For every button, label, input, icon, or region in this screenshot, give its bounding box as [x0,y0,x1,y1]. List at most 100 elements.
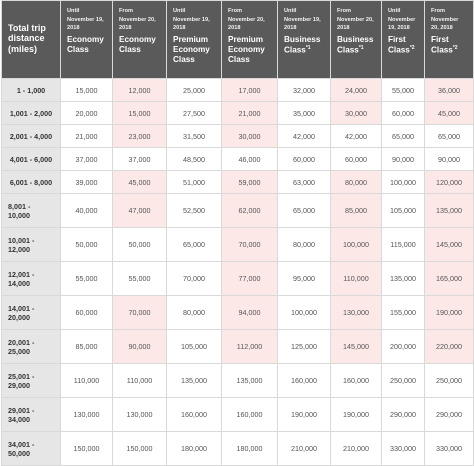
miles-cell: 45,000 [424,101,474,125]
miles-cell: 180,000 [221,431,278,466]
header-date-line: November 20, [119,16,156,23]
header-date-line: From [431,8,445,14]
miles-cell: 120,000 [424,170,474,194]
table-row: 1,001 - 2,000 20,000 15,000 27,500 21,000 35,… [1,101,474,125]
miles-cell: 52,500 [166,193,222,228]
miles-cell: 50,000 [112,227,167,262]
header-class-line: Economy [67,34,104,44]
distance-range-cell: 1,001 - 2,000 [1,101,61,125]
header-class-name: Economy Class [67,35,108,55]
distance-range-cell: 2,001 - 4,000 [1,124,61,148]
table-row: 14,001 -20,000 60,000 70,000 80,000 94,000 10… [1,295,474,330]
miles-cell: 37,000 [112,147,167,171]
miles-cell: 31,500 [166,124,222,148]
miles-cell: 23,000 [112,124,167,148]
miles-cell: 105,000 [166,329,222,364]
header-class-name: First Class*2 [431,35,469,55]
distance-range-line: 25,000 [8,346,30,356]
miles-cell: 42,000 [277,124,331,148]
header-date-line: November 19, [173,16,210,23]
header-column: Until November 19, 2018 Premium Economy Class [166,0,222,79]
distance-range-cell: 8,001 -10,000 [1,193,61,228]
table-row: 12,001 -14,000 55,000 55,000 70,000 77,000 95… [1,261,474,296]
header-column: Until November 19, 2018 Business Class*1 [277,0,331,79]
miles-cell: 290,000 [381,397,425,432]
miles-cell: 135,000 [221,363,278,398]
miles-cell: 100,000 [330,227,382,262]
header-class-line: Business [337,34,374,44]
miles-cell: 130,000 [330,295,382,330]
distance-range-cell: 10,001 -12,000 [1,227,61,262]
miles-cell: 110,000 [60,363,113,398]
miles-cell: 145,000 [424,227,474,262]
miles-cell: 112,000 [221,329,278,364]
header-class-line: First [431,34,449,44]
header-class-name: First Class*2 [388,35,420,55]
header-footnote-marker: *1 [305,44,311,51]
distance-range-line: 25,001 - [8,371,35,381]
table-body: 1 - 1,000 15,000 12,000 25,000 17,000 32,000 2… [1,78,474,466]
table-row: 25,001 -29,000 110,000 110,000 135,000 135,0… [1,363,474,398]
miles-cell: 12,000 [112,78,167,102]
header-date-line: November 19, [67,16,104,23]
miles-cell: 70,000 [166,261,222,296]
distance-range-line: 14,000 [8,278,30,288]
miles-cell: 20,000 [60,101,113,125]
header-date-line: From [119,8,133,14]
miles-cell: 210,000 [277,431,331,466]
miles-cell: 150,000 [60,431,113,466]
miles-cell: 17,000 [221,78,278,102]
header-class-line: Economy [228,44,265,54]
miles-cell: 160,000 [221,397,278,432]
header-class-name: Business Class*1 [337,35,377,55]
miles-cell: 330,000 [381,431,425,466]
miles-cell: 55,000 [381,78,425,102]
miles-cell: 65,000 [424,124,474,148]
table-header-row: Total trip distance (miles) Until Novembe… [1,0,474,79]
header-class-line: Class [67,44,89,54]
distance-range-line: 10,001 - [8,235,35,245]
miles-cell: 51,000 [166,170,222,194]
miles-cell: 46,000 [221,147,278,171]
header-date-line: 2018 [228,25,241,32]
header-distance-line: (miles) [8,43,38,54]
miles-cell: 110,000 [330,261,382,296]
header-footnote-marker: *2 [409,44,415,51]
miles-cell: 115,000 [381,227,425,262]
distance-range-line: 29,000 [8,380,30,390]
header-distance-line: distance [8,33,45,44]
miles-cell: 100,000 [277,295,331,330]
miles-cell: 290,000 [424,397,474,432]
header-column: From November 20, 2018 Premium Economy Class [221,0,278,79]
miles-cell: 60,000 [60,295,113,330]
distance-range-line: 12,001 - [8,269,35,279]
header-column: From November 20, 2018 Business Class*1 [330,0,382,79]
distance-range-line: 20,000 [8,312,30,322]
miles-cell: 45,000 [112,170,167,194]
miles-cell: 85,000 [60,329,113,364]
header-distance-line: Total trip [8,23,46,33]
miles-cell: 27,500 [166,101,222,125]
miles-cell: 94,000 [221,295,278,330]
header-column: Until November 19, 2018 First Class*2 [381,0,425,79]
miles-cell: 30,000 [221,124,278,148]
distance-range-cell: 29,001 -34,000 [1,397,61,432]
miles-cell: 250,000 [381,363,425,398]
header-date-line: From [228,8,242,14]
distance-range-line: 2,001 - 4,000 [9,131,53,141]
header-class-line: Premium [173,34,209,44]
header-date-line: 2018 [337,25,350,32]
header-date-line: 2018 [173,25,186,32]
miles-cell: 15,000 [112,101,167,125]
header-date-line: 20, 2018 [431,25,453,32]
miles-cell: 39,000 [60,170,113,194]
miles-cell: 21,000 [221,101,278,125]
distance-range-cell: 25,001 -29,000 [1,363,61,398]
miles-cell: 59,000 [221,170,278,194]
miles-cell: 40,000 [60,193,113,228]
distance-range-line: 12,000 [8,244,30,254]
header-class-line: Class [173,54,195,64]
distance-range-line: 20,001 - [8,337,35,347]
miles-cell: 160,000 [277,363,331,398]
